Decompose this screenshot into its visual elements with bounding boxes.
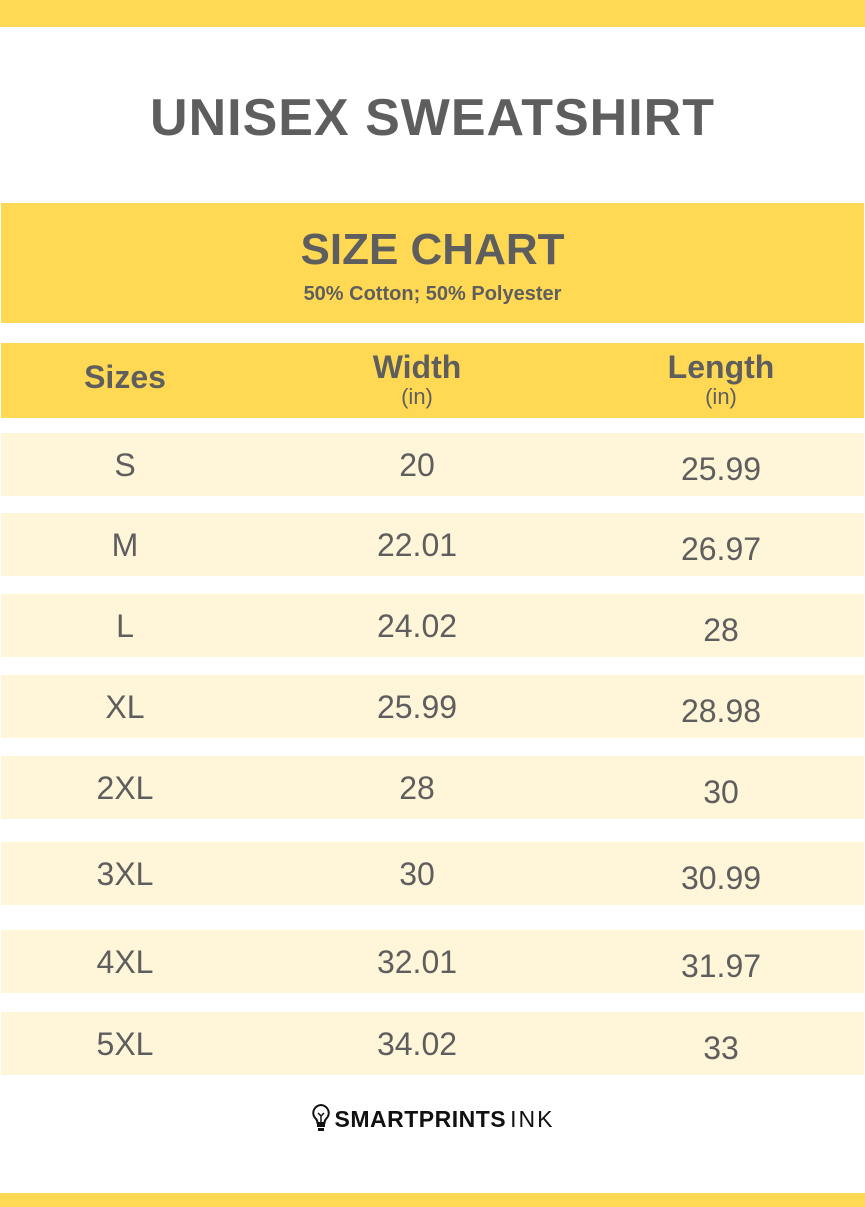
table-row: 5XL 34.02 33 xyxy=(1,1012,864,1075)
size-cell: S xyxy=(114,447,136,483)
table-row: L 24.02 28 xyxy=(1,594,864,657)
width-cell: 22.01 xyxy=(376,527,458,563)
lightbulb-icon xyxy=(311,1104,330,1131)
column-unit: (in) xyxy=(401,384,433,409)
brand-logo: SMARTPRINTS INK xyxy=(0,1104,865,1134)
material-text: 50% Cotton; 50% Polyester xyxy=(303,283,562,305)
size-chart-banner: SIZE CHART 50% Cotton; 50% Polyester xyxy=(1,203,864,323)
width-cell: 24.02 xyxy=(376,608,458,644)
logo-text-bold: SMARTPRINTS xyxy=(334,1105,507,1132)
column-header-width: Width (in) xyxy=(297,349,537,408)
size-cell: XL xyxy=(105,689,145,725)
width-cell: 20 xyxy=(399,447,435,483)
length-cell: 33 xyxy=(703,1030,739,1066)
top-bar xyxy=(0,0,865,27)
size-cell: 4XL xyxy=(96,944,154,980)
table-row: S 20 25.99 xyxy=(1,433,864,496)
width-cell: 28 xyxy=(399,770,435,806)
column-label: Width xyxy=(372,349,462,385)
table-header: Sizes Width (in) Length (in) xyxy=(1,343,864,418)
table-row: 2XL 28 30 xyxy=(1,756,864,819)
size-cell: 2XL xyxy=(96,770,154,806)
column-header-length: Length (in) xyxy=(601,349,841,408)
table-row: XL 25.99 28.98 xyxy=(1,675,864,738)
table-row: 3XL 30 30.99 xyxy=(1,842,864,905)
length-cell: 28.98 xyxy=(680,693,762,729)
length-cell: 31.97 xyxy=(680,948,762,984)
size-cell: 5XL xyxy=(96,1026,154,1062)
length-cell: 26.97 xyxy=(680,531,762,567)
width-cell: 34.02 xyxy=(376,1026,458,1062)
width-cell: 25.99 xyxy=(376,689,458,725)
length-cell: 28 xyxy=(703,612,739,648)
column-label: Sizes xyxy=(84,359,166,395)
length-cell: 30 xyxy=(703,774,739,810)
table-row: M 22.01 26.97 xyxy=(1,513,864,576)
column-header-sizes: Sizes xyxy=(5,359,245,396)
column-unit: (in) xyxy=(705,384,737,409)
column-label: Length xyxy=(667,349,775,385)
length-cell: 30.99 xyxy=(680,860,762,896)
size-cell: 3XL xyxy=(96,856,154,892)
width-cell: 32.01 xyxy=(376,944,458,980)
size-cell: L xyxy=(116,608,134,644)
table-row: 4XL 32.01 31.97 xyxy=(1,930,864,993)
page-title: UNISEX SWEATSHIRT xyxy=(150,89,715,147)
width-cell: 30 xyxy=(399,856,435,892)
size-cell: M xyxy=(111,527,139,563)
bottom-bar xyxy=(0,1193,865,1207)
length-cell: 25.99 xyxy=(680,451,762,487)
logo-text-thin: INK xyxy=(510,1105,555,1132)
size-chart-heading: SIZE CHART xyxy=(300,225,565,274)
